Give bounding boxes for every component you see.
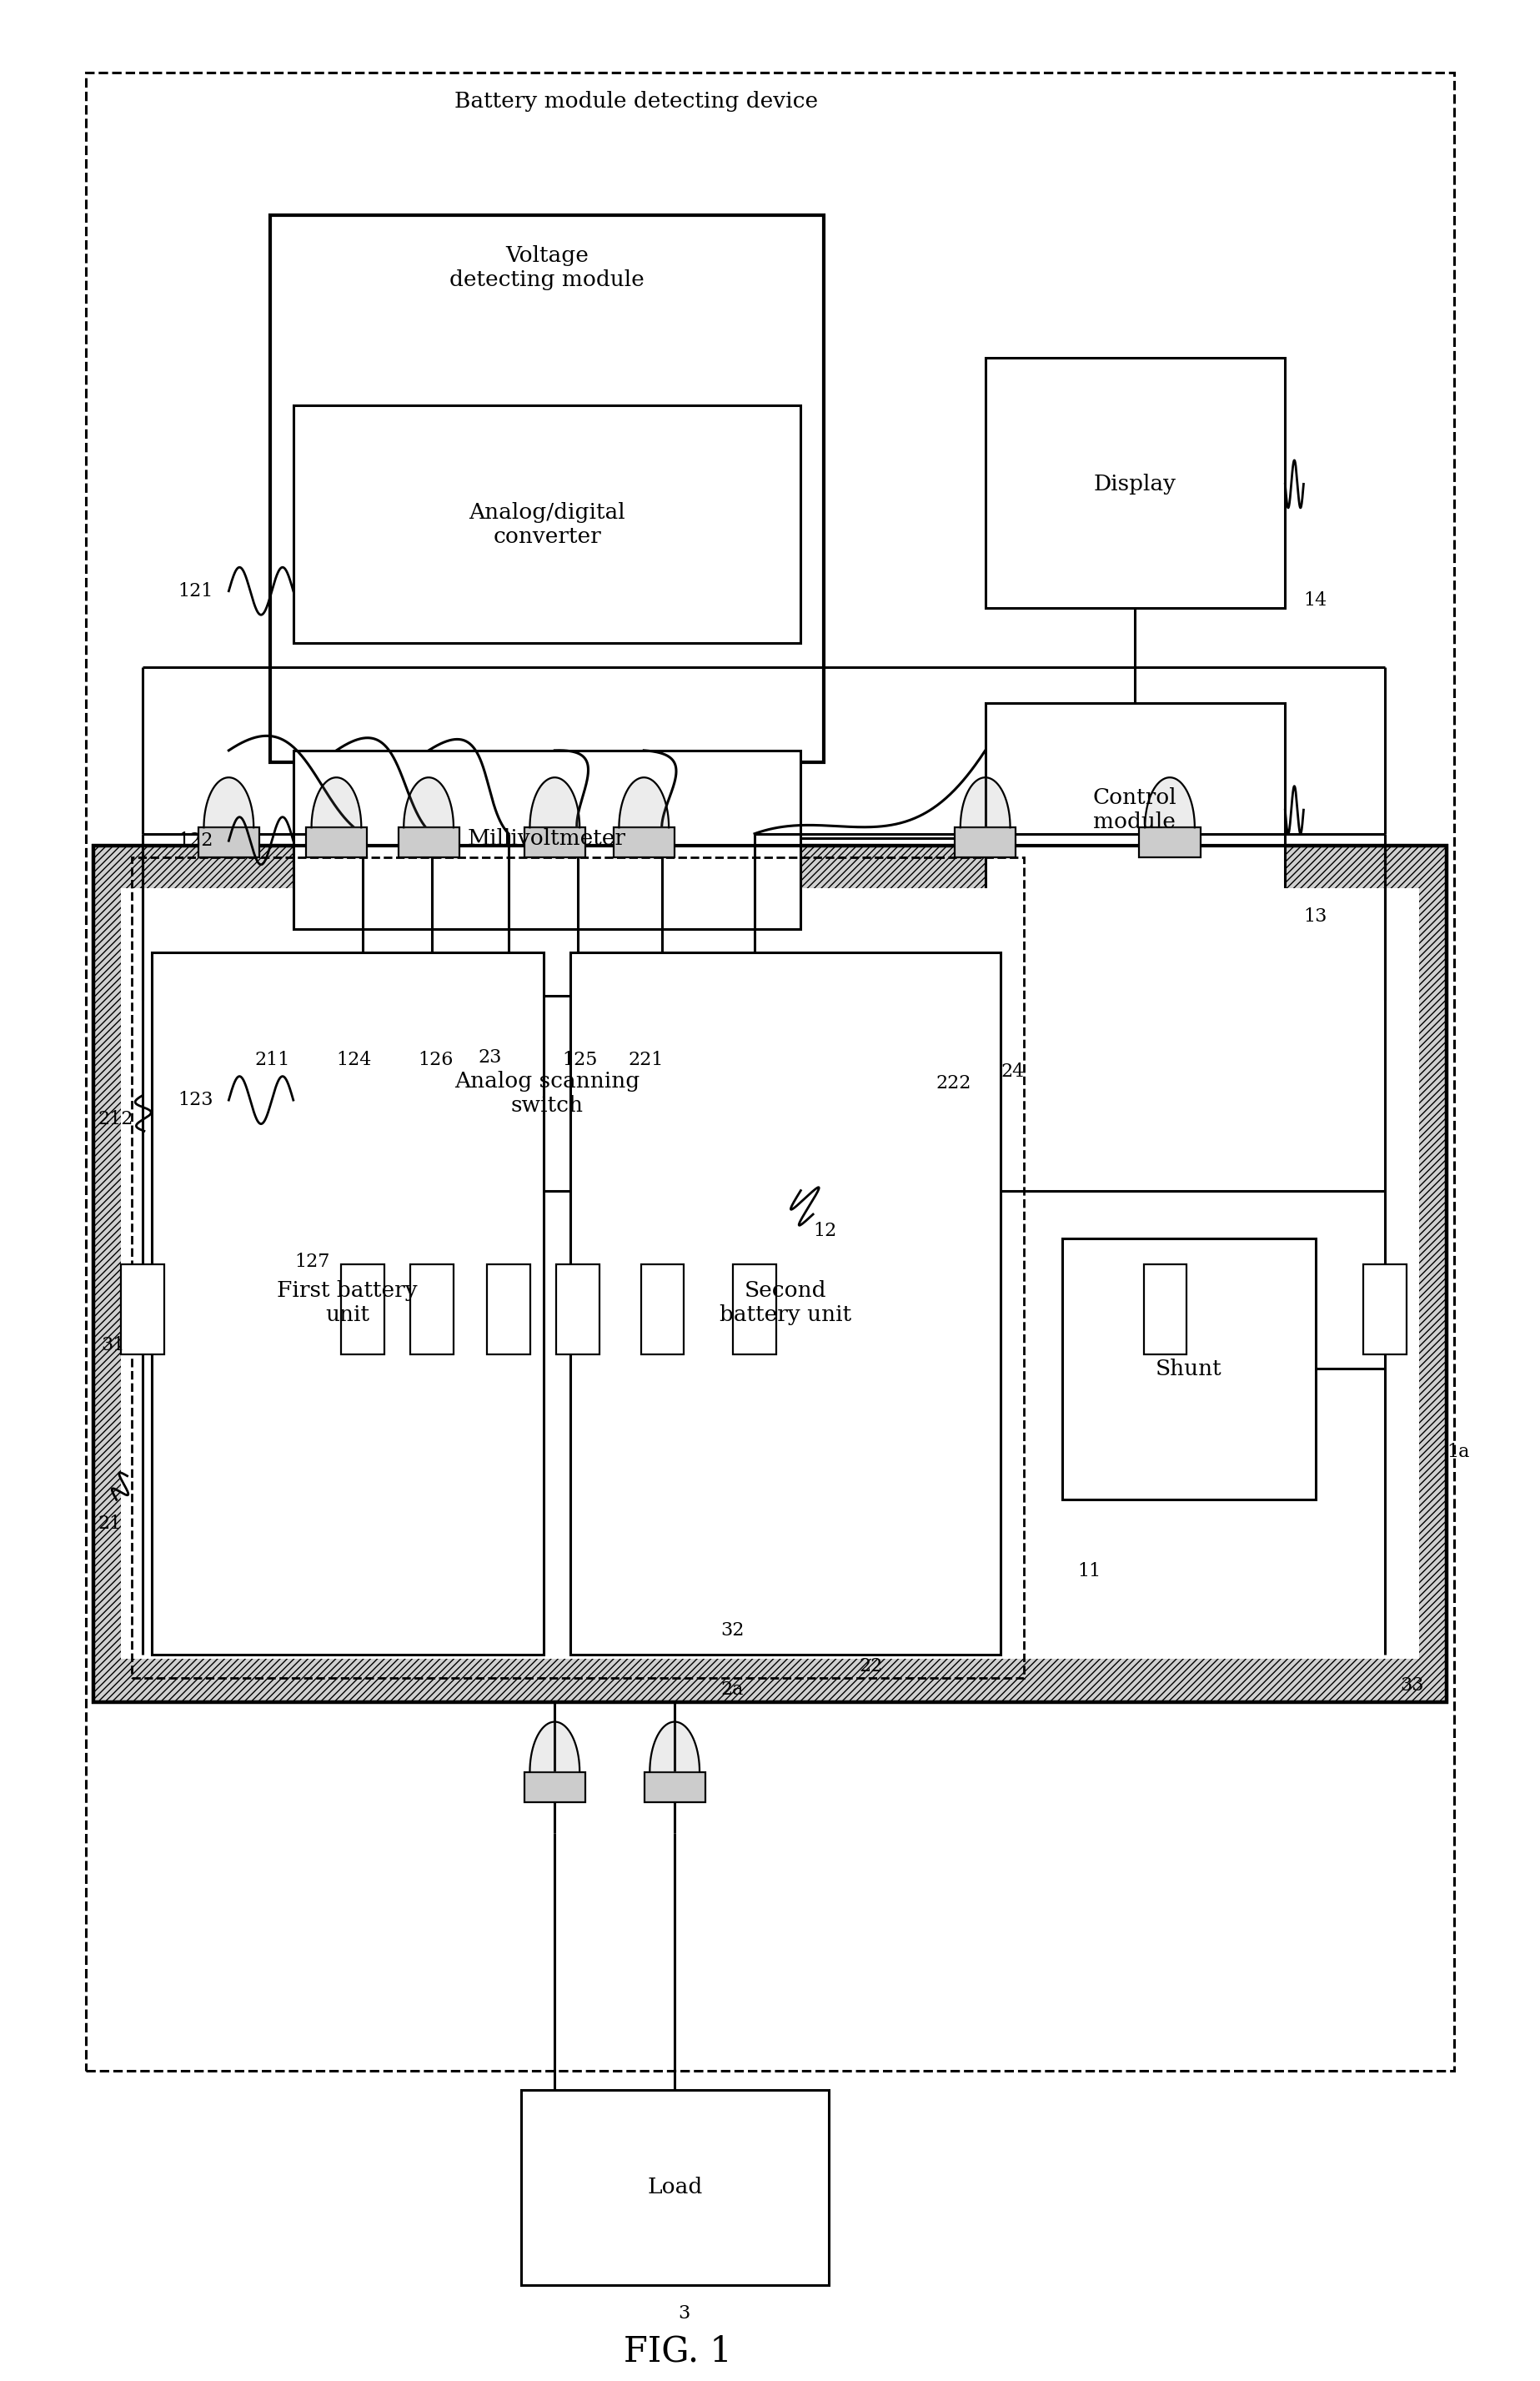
Bar bbox=[122, 888, 1418, 1660]
Bar bbox=[94, 845, 1446, 1702]
Bar bbox=[122, 888, 1418, 1660]
Text: 23: 23 bbox=[477, 1048, 502, 1067]
Bar bbox=[487, 1264, 530, 1355]
Text: Display: Display bbox=[1093, 474, 1175, 495]
Text: Analog/digital
converter: Analog/digital converter bbox=[468, 502, 625, 548]
Text: Control
module: Control module bbox=[1092, 788, 1177, 833]
Bar bbox=[132, 857, 1024, 1679]
Bar bbox=[524, 1771, 585, 1802]
Bar bbox=[986, 357, 1284, 607]
Bar bbox=[570, 952, 1001, 1655]
Text: 33: 33 bbox=[1400, 1676, 1425, 1695]
Text: Second
battery unit: Second battery unit bbox=[719, 1279, 852, 1324]
Bar bbox=[524, 829, 585, 857]
Text: 123: 123 bbox=[179, 1090, 214, 1110]
Text: Millivoltmeter: Millivoltmeter bbox=[468, 829, 627, 850]
Bar bbox=[122, 1264, 165, 1355]
Bar bbox=[521, 2091, 829, 2286]
Bar bbox=[1140, 829, 1200, 857]
Text: FIG. 1: FIG. 1 bbox=[624, 2333, 732, 2369]
Text: 22: 22 bbox=[859, 1657, 882, 1676]
Text: 24: 24 bbox=[1001, 1062, 1024, 1081]
Text: 211: 211 bbox=[256, 1050, 290, 1069]
Text: 13: 13 bbox=[1303, 907, 1327, 926]
Bar bbox=[986, 702, 1284, 917]
Bar bbox=[955, 829, 1016, 857]
Bar bbox=[399, 829, 459, 857]
Text: 32: 32 bbox=[721, 1621, 744, 1641]
Text: 122: 122 bbox=[179, 831, 214, 850]
Bar bbox=[641, 1264, 684, 1355]
Bar bbox=[1144, 1264, 1187, 1355]
Text: 12: 12 bbox=[813, 1221, 836, 1241]
Text: 212: 212 bbox=[99, 1110, 134, 1129]
Bar bbox=[94, 845, 1446, 1702]
Bar bbox=[293, 750, 801, 929]
Text: 31: 31 bbox=[102, 1336, 125, 1355]
Text: 125: 125 bbox=[562, 1050, 598, 1069]
Bar bbox=[410, 1264, 453, 1355]
Bar bbox=[340, 1264, 383, 1355]
Text: 121: 121 bbox=[179, 581, 214, 600]
Bar bbox=[94, 845, 1446, 1702]
Bar bbox=[1063, 1238, 1315, 1500]
Text: Battery module detecting device: Battery module detecting device bbox=[454, 90, 818, 112]
Text: Voltage
detecting module: Voltage detecting module bbox=[450, 245, 644, 290]
Bar bbox=[293, 405, 801, 643]
Text: Load: Load bbox=[647, 2176, 702, 2198]
Text: 21: 21 bbox=[99, 1514, 122, 1533]
Text: 127: 127 bbox=[294, 1252, 330, 1271]
Text: 221: 221 bbox=[628, 1050, 664, 1069]
Text: 126: 126 bbox=[417, 1050, 453, 1069]
Text: 14: 14 bbox=[1303, 590, 1327, 610]
Bar bbox=[613, 829, 675, 857]
Bar bbox=[199, 829, 259, 857]
Text: 222: 222 bbox=[936, 1074, 972, 1093]
Bar bbox=[293, 995, 801, 1190]
Bar bbox=[556, 1264, 599, 1355]
Bar bbox=[306, 829, 367, 857]
Bar bbox=[1363, 1264, 1406, 1355]
Text: 2a: 2a bbox=[721, 1681, 744, 1700]
Text: Analog scanning
switch: Analog scanning switch bbox=[454, 1071, 639, 1114]
Bar bbox=[644, 1771, 705, 1802]
Bar bbox=[86, 71, 1454, 2071]
Bar bbox=[733, 1264, 776, 1355]
Text: First battery
unit: First battery unit bbox=[277, 1279, 417, 1324]
Bar bbox=[152, 952, 544, 1655]
Text: 11: 11 bbox=[1078, 1562, 1101, 1581]
Text: 3: 3 bbox=[678, 2305, 690, 2321]
Bar bbox=[270, 214, 824, 762]
Text: 124: 124 bbox=[336, 1050, 371, 1069]
Text: 1a: 1a bbox=[1446, 1443, 1469, 1462]
Text: Shunt: Shunt bbox=[1155, 1360, 1221, 1379]
